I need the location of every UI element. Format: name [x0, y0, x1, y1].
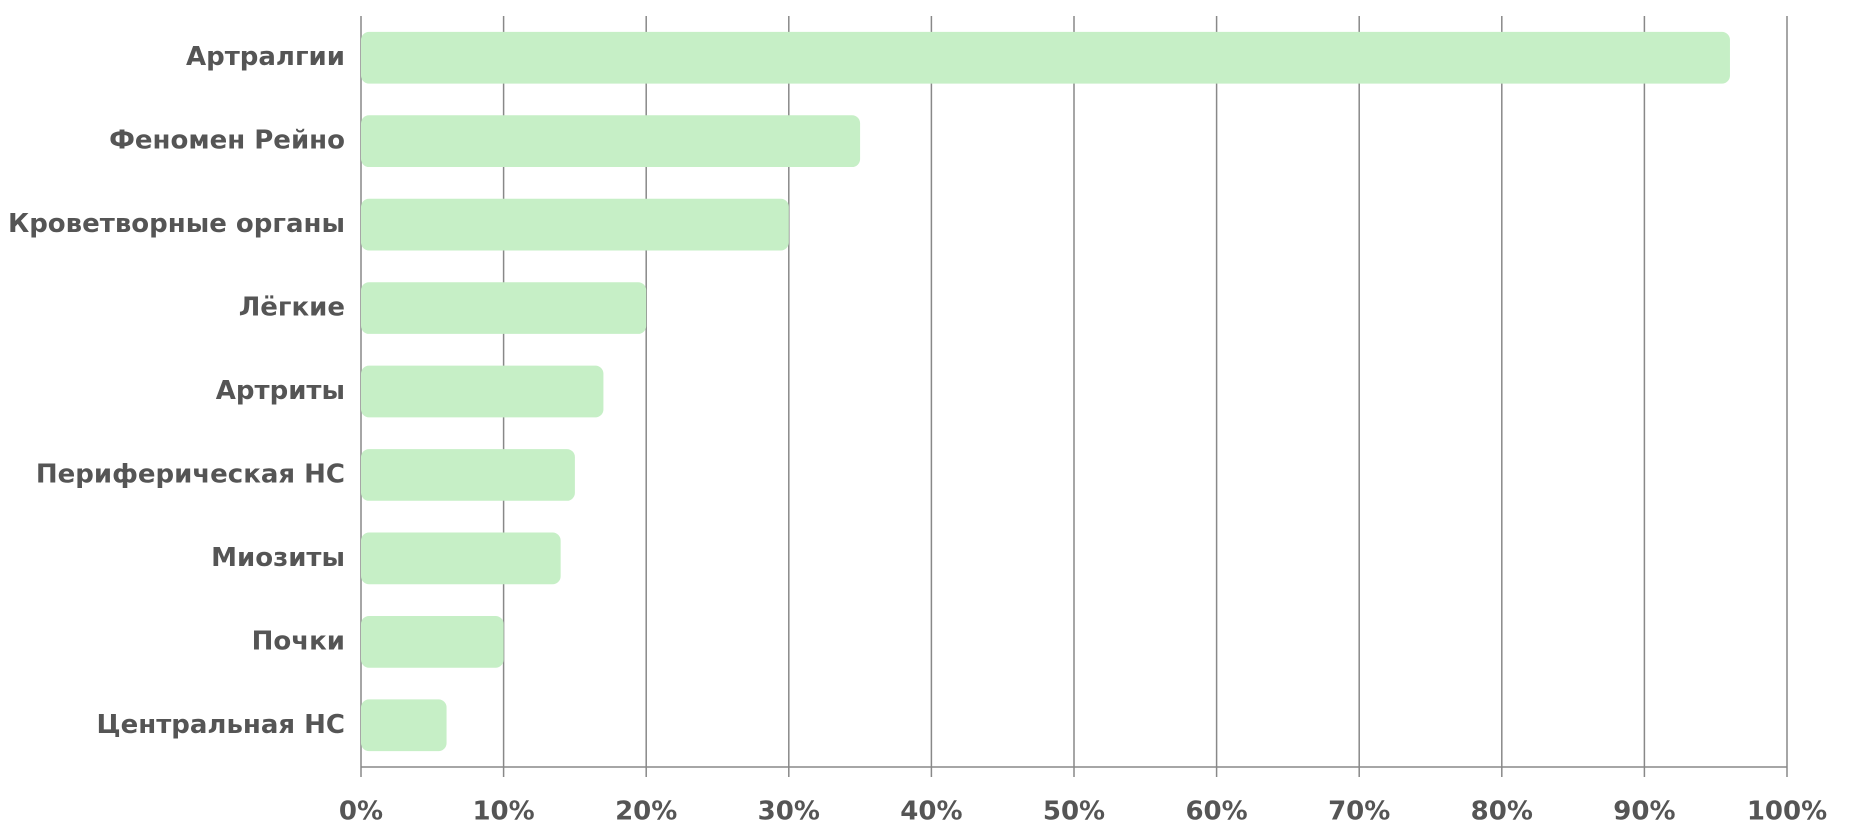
- bar: [361, 615, 504, 668]
- bar: [361, 449, 575, 501]
- y-tick-label: Лёгкие: [239, 293, 345, 323]
- x-tick-label: 80%: [1471, 797, 1533, 827]
- bar: [361, 365, 604, 418]
- bar: [361, 282, 647, 334]
- x-tick-label: 40%: [900, 797, 962, 827]
- y-tick-label: Периферическая НС: [36, 459, 345, 489]
- y-tick-label: Почки: [252, 626, 345, 656]
- y-tick-label: Центральная НС: [96, 710, 345, 740]
- bar: [361, 532, 561, 585]
- y-tick-label: Феномен Рейно: [109, 126, 345, 156]
- bar: [361, 115, 861, 168]
- y-tick-label: Кроветворные органы: [8, 209, 345, 239]
- y-tick-label: Артриты: [216, 376, 345, 406]
- x-tick-label: 60%: [1185, 797, 1247, 827]
- x-tick-label: 70%: [1328, 797, 1390, 827]
- x-tick-label: 100%: [1747, 797, 1827, 827]
- y-tick-label: Артралгии: [186, 42, 345, 72]
- x-tick-label: 10%: [472, 797, 534, 827]
- x-tick-label: 50%: [1043, 797, 1105, 827]
- bar: [361, 31, 1730, 84]
- x-tick-label: 0%: [339, 797, 383, 827]
- x-tick-label: 90%: [1613, 797, 1675, 827]
- y-tick-label: Миозиты: [211, 543, 345, 573]
- bar: [361, 699, 447, 752]
- x-tick-label: 30%: [758, 797, 820, 827]
- bar: [361, 198, 789, 251]
- x-tick-label: 20%: [615, 797, 677, 827]
